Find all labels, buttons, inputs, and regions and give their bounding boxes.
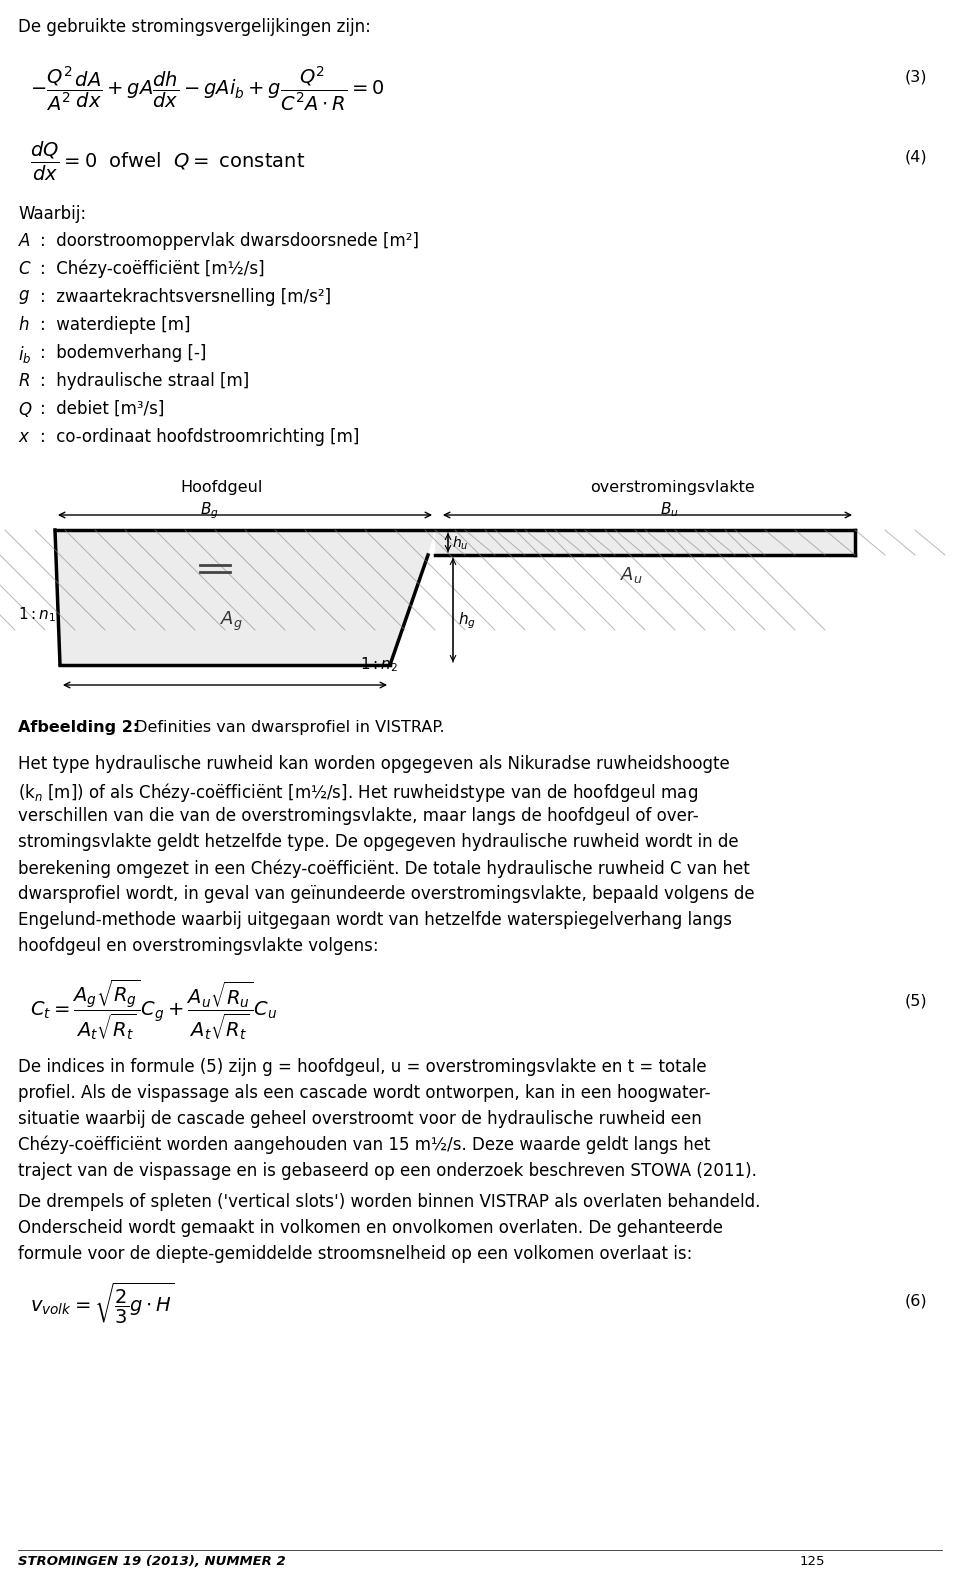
- Text: STROMINGEN 19 (2013), NUMMER 2: STROMINGEN 19 (2013), NUMMER 2: [18, 1556, 286, 1568]
- Text: Onderscheid wordt gemaakt in volkomen en onvolkomen overlaten. De gehanteerde: Onderscheid wordt gemaakt in volkomen en…: [18, 1219, 723, 1236]
- Text: :  Chézy-coëfficiënt [m½/s]: : Chézy-coëfficiënt [m½/s]: [40, 260, 265, 278]
- Text: (5): (5): [905, 993, 927, 1008]
- Text: :  hydraulische straal [m]: : hydraulische straal [m]: [40, 371, 250, 390]
- Text: overstromingsvlakte: overstromingsvlakte: [590, 480, 755, 495]
- Text: situatie waarbij de cascade geheel overstroomt voor de hydraulische ruwheid een: situatie waarbij de cascade geheel overs…: [18, 1111, 702, 1128]
- Text: Definities van dwarsprofiel in VISTRAP.: Definities van dwarsprofiel in VISTRAP.: [130, 720, 444, 735]
- Text: $A_g$: $A_g$: [220, 610, 243, 634]
- Text: Waarbij:: Waarbij:: [18, 204, 86, 223]
- Text: 125: 125: [800, 1556, 826, 1568]
- Polygon shape: [435, 530, 855, 555]
- Text: formule voor de diepte-gemiddelde stroomsnelheid op een volkomen overlaat is:: formule voor de diepte-gemiddelde stroom…: [18, 1244, 692, 1263]
- Text: $1:n_2$: $1:n_2$: [360, 654, 398, 673]
- Text: De drempels of spleten ('vertical slots') worden binnen VISTRAP als overlaten be: De drempels of spleten ('vertical slots'…: [18, 1192, 760, 1211]
- Text: $h_u$: $h_u$: [452, 535, 468, 552]
- Text: $B_g$: $B_g$: [200, 500, 219, 521]
- Text: $A$: $A$: [18, 231, 31, 250]
- Text: Het type hydraulische ruwheid kan worden opgegeven als Nikuradse ruwheidshoogte: Het type hydraulische ruwheid kan worden…: [18, 755, 730, 772]
- Text: $\dfrac{dQ}{dx}=0$  ofwel  $Q=$ constant: $\dfrac{dQ}{dx}=0$ ofwel $Q=$ constant: [30, 140, 305, 182]
- Text: Afbeelding 2:: Afbeelding 2:: [18, 720, 139, 735]
- Text: $i_b$: $i_b$: [18, 344, 32, 365]
- Text: $h$: $h$: [18, 316, 30, 333]
- Text: traject van de vispassage en is gebaseerd op een onderzoek beschreven STOWA (201: traject van de vispassage en is gebaseer…: [18, 1162, 756, 1180]
- Text: $1:n_1$: $1:n_1$: [18, 606, 57, 624]
- Text: $-\dfrac{Q^2}{A^2}\dfrac{dA}{dx}+gA\dfrac{dh}{dx}-gAi_b+g\dfrac{Q^2}{C^2A \cdot : $-\dfrac{Q^2}{A^2}\dfrac{dA}{dx}+gA\dfra…: [30, 64, 384, 113]
- Text: $Q$: $Q$: [18, 400, 33, 418]
- Text: $A_u$: $A_u$: [620, 565, 642, 585]
- Text: (k$_n$ [m]) of als Chézy-coëfficiënt [m½/s]. Het ruwheidstype van de hoofdgeul m: (k$_n$ [m]) of als Chézy-coëfficiënt [m½…: [18, 782, 698, 804]
- Text: $v_{volk} = \sqrt{\dfrac{2}{3}g \cdot H}$: $v_{volk} = \sqrt{\dfrac{2}{3}g \cdot H}…: [30, 1280, 175, 1326]
- Text: dwarsprofiel wordt, in geval van geïnundeerde overstromingsvlakte, bepaald volge: dwarsprofiel wordt, in geval van geïnund…: [18, 886, 755, 903]
- Text: $h_g$: $h_g$: [458, 610, 476, 631]
- Text: (6): (6): [905, 1293, 927, 1309]
- Text: :  bodemverhang [-]: : bodemverhang [-]: [40, 344, 206, 362]
- Text: :  co-ordinaat hoofdstroomrichting [m]: : co-ordinaat hoofdstroomrichting [m]: [40, 428, 359, 447]
- Text: :  zwaartekrachtsversnelling [m/s²]: : zwaartekrachtsversnelling [m/s²]: [40, 288, 331, 307]
- Text: (3): (3): [905, 71, 927, 85]
- Text: berekening omgezet in een Chézy-coëfficiënt. De totale hydraulische ruwheid C va: berekening omgezet in een Chézy-coëffici…: [18, 859, 750, 878]
- Text: verschillen van die van de overstromingsvlakte, maar langs de hoofdgeul of over-: verschillen van die van de overstromings…: [18, 807, 699, 824]
- Text: Chézy-coëfficiënt worden aangehouden van 15 m½/s. Deze waarde geldt langs het: Chézy-coëfficiënt worden aangehouden van…: [18, 1136, 710, 1155]
- Text: Hoofdgeul: Hoofdgeul: [180, 480, 262, 495]
- Text: profiel. Als de vispassage als een cascade wordt ontworpen, kan in een hoogwater: profiel. Als de vispassage als een casca…: [18, 1084, 710, 1103]
- Text: Engelund-methode waarbij uitgegaan wordt van hetzelfde waterspiegelverhang langs: Engelund-methode waarbij uitgegaan wordt…: [18, 911, 732, 930]
- Text: :  doorstroomoppervlak dwarsdoorsnede [m²]: : doorstroomoppervlak dwarsdoorsnede [m²…: [40, 231, 419, 250]
- Text: $g$: $g$: [18, 288, 30, 307]
- Text: $C_t = \dfrac{A_g\sqrt{R_g}}{A_t\sqrt{R_t}}C_g + \dfrac{A_u\sqrt{R_u}}{A_t\sqrt{: $C_t = \dfrac{A_g\sqrt{R_g}}{A_t\sqrt{R_…: [30, 978, 277, 1043]
- Text: :  waterdiepte [m]: : waterdiepte [m]: [40, 316, 190, 333]
- Text: stromingsvlakte geldt hetzelfde type. De opgegeven hydraulische ruwheid wordt in: stromingsvlakte geldt hetzelfde type. De…: [18, 834, 738, 851]
- Text: hoofdgeul en overstromingsvlakte volgens:: hoofdgeul en overstromingsvlakte volgens…: [18, 938, 378, 955]
- Text: $x$: $x$: [18, 428, 31, 447]
- Text: De gebruikte stromingsvergelijkingen zijn:: De gebruikte stromingsvergelijkingen zij…: [18, 17, 371, 36]
- Text: De indices in formule (5) zijn g = hoofdgeul, u = overstromingsvlakte en t = tot: De indices in formule (5) zijn g = hoofd…: [18, 1059, 707, 1076]
- Polygon shape: [55, 530, 435, 665]
- Text: (4): (4): [905, 149, 927, 165]
- Text: $B_u$: $B_u$: [660, 500, 679, 519]
- Text: :  debiet [m³/s]: : debiet [m³/s]: [40, 400, 164, 418]
- Text: $R$: $R$: [18, 371, 30, 390]
- Text: $C$: $C$: [18, 260, 32, 278]
